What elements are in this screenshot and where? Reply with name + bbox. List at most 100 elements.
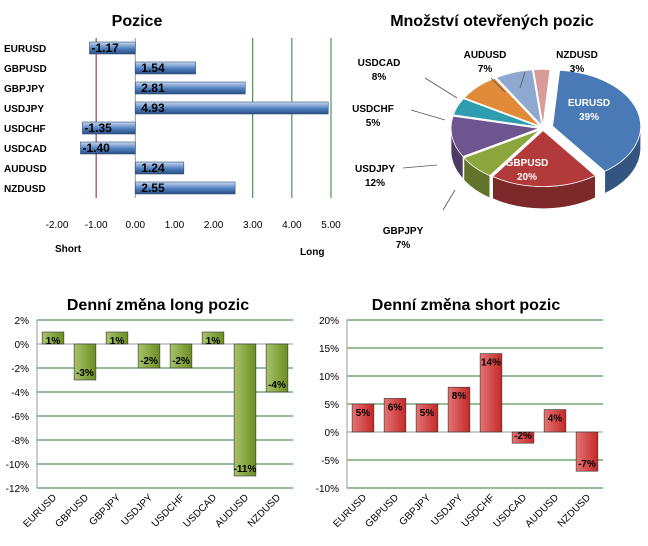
x-tick-label: -2.00 [46, 220, 69, 231]
x-tick-label-gbpjpy: GBPJPY [87, 492, 123, 528]
positions-chart-svg: Pozice Short Long EURUSD -1.17 GBPUSD 1.54 G… [4, 13, 341, 258]
y-tick-label: -10% [316, 484, 339, 495]
y-tick-label: -4% [11, 388, 29, 399]
bar-usdchf [479, 353, 503, 433]
open-positions-chart: Množství otevřených pozic EURUSD 39% GBPUS… [345, 0, 648, 265]
value-label-eurusd: 1% [46, 336, 61, 347]
bar-eurusd [41, 331, 65, 345]
x-tick-label-nzdusd: NZDUSD [556, 492, 593, 529]
pie-value-usdjpy: 12% [365, 178, 385, 189]
bar-gbpusd [383, 398, 407, 433]
category-label-nzdusd: NZDUSD [4, 184, 46, 195]
y-tick-label: -2% [11, 364, 29, 375]
x-tick-label: 2.00 [204, 220, 224, 231]
x-tick-label: -1.00 [85, 220, 108, 231]
bar-usdjpy [137, 343, 161, 369]
bar-usdchf [82, 121, 136, 135]
bar-eurusd [351, 403, 375, 433]
x-tick-label-eurusd: EURUSD [331, 492, 369, 530]
bar-gbpjpy [415, 403, 439, 433]
pie-leader-line-usdjpy [402, 164, 438, 169]
category-label-usdchf: USDCHF [4, 124, 46, 135]
pie-slice-usdcad [463, 77, 541, 127]
bar-usdcad [201, 331, 225, 345]
pie-leader-line-gbpjpy [442, 189, 456, 211]
x-tick-label: 4.00 [282, 220, 302, 231]
pie-leader-line-audusd [490, 77, 506, 93]
x-tick-label: 0.00 [126, 220, 146, 231]
x-tick-label-audusd: AUDUSD [213, 492, 251, 530]
x-tick-label-gbpusd: GBPUSD [363, 492, 401, 530]
value-label-usdjpy: 8% [452, 391, 467, 402]
y-tick-label: 0% [325, 428, 340, 439]
value-label-audusd: 4% [548, 414, 563, 425]
category-label-audusd: AUDUSD [4, 164, 47, 175]
long-change-chart-svg: Denní změna long pozic 2% 0% -2% -4% -6% -8% -… [6, 297, 293, 530]
bar-usdjpy [447, 386, 471, 433]
pie-value-nzdusd: 3% [570, 64, 585, 75]
value-label-audusd: 1.24 [141, 161, 165, 175]
pie-slice-gbpjpy [463, 129, 541, 177]
bar-nzdusd [134, 181, 236, 195]
pie-slice-audusd [495, 69, 543, 127]
bar-eurusd [89, 41, 136, 55]
x-tick-label-usdchf: USDCHF [460, 492, 497, 529]
value-label-usdcad: 1% [206, 336, 221, 347]
category-label-gbpusd: GBPUSD [4, 64, 47, 75]
pie-leader-line-usdcad [424, 77, 458, 99]
value-label-gbpjpy: 1% [110, 336, 125, 347]
pie-label-audusd: AUDUSD [464, 50, 507, 61]
long-label: Long [300, 247, 324, 258]
value-label-usdjpy: -2% [140, 356, 158, 367]
bar-audusd [233, 343, 257, 477]
pie-slice-usdjpy [450, 115, 540, 158]
pie-label-usdjpy: USDJPY [355, 164, 395, 175]
bar-audusd [134, 161, 185, 175]
bar-usdjpy [134, 101, 329, 115]
bar-nzdusd [575, 431, 599, 472]
y-tick-label: -6% [11, 412, 29, 423]
x-tick-label: 1.00 [165, 220, 185, 231]
open-positions-chart-title: Množství otevřených pozic [390, 13, 594, 30]
y-tick-label: 15% [319, 344, 339, 355]
pie-value-usdcad: 8% [372, 72, 387, 83]
y-tick-label: 5% [325, 400, 340, 411]
bar-gbpusd [134, 61, 196, 75]
pie-value-gbpusd: 20% [517, 172, 537, 183]
y-tick-label: 10% [319, 372, 339, 383]
category-label-usdcad: USDCAD [4, 144, 47, 155]
x-tick-label-gbpusd: GBPUSD [53, 492, 91, 530]
bar-usdchf [169, 343, 193, 369]
bar-gbpjpy [105, 331, 129, 345]
x-tick-label-usdchf: USDCHF [150, 492, 187, 529]
positions-chart-title: Pozice [112, 13, 163, 30]
short-change-chart-title: Denní změna short pozic [372, 297, 561, 314]
category-label-eurusd: EURUSD [4, 44, 46, 55]
bar-nzdusd [265, 343, 289, 393]
pie-value-eurusd: 39% [579, 112, 599, 123]
value-label-audusd: -11% [234, 464, 257, 475]
y-tick-label: 20% [319, 316, 339, 327]
value-label-nzdusd: -7% [578, 459, 596, 470]
value-label-usdchf: -1.35 [84, 121, 112, 135]
y-tick-label: -5% [321, 456, 339, 467]
pie-label-gbpjpy: GBPJPY [383, 226, 424, 237]
value-label-usdcad: -2% [514, 431, 532, 442]
x-tick-label-nzdusd: NZDUSD [246, 492, 283, 529]
pie-label-gbpusd: GBPUSD [506, 158, 549, 169]
positions-chart: Pozice Short Long EURUSD -1.17 GBPUSD 1.54 G… [0, 0, 345, 265]
value-label-usdcad: -1.40 [82, 141, 110, 155]
pie-label-usdcad: USDCAD [358, 58, 401, 69]
pie-slice-nzdusd [533, 69, 551, 126]
value-label-eurusd: 5% [356, 408, 371, 419]
long-change-chart: Denní změna long pozic 2% 0% -2% -4% -6% -8% -… [0, 288, 310, 541]
long-change-chart-title: Denní změna long pozic [67, 297, 249, 314]
value-label-gbpjpy: 2.81 [141, 81, 165, 95]
pie-value-usdchf: 5% [366, 118, 381, 129]
pie-slice-gbpusd [492, 130, 597, 187]
y-tick-label: 2% [15, 316, 30, 327]
y-tick-label: 0% [15, 340, 30, 351]
value-label-usdchf: -2% [172, 356, 190, 367]
pie-label-nzdusd: NZDUSD [556, 50, 598, 61]
bar-usdcad [80, 141, 136, 155]
